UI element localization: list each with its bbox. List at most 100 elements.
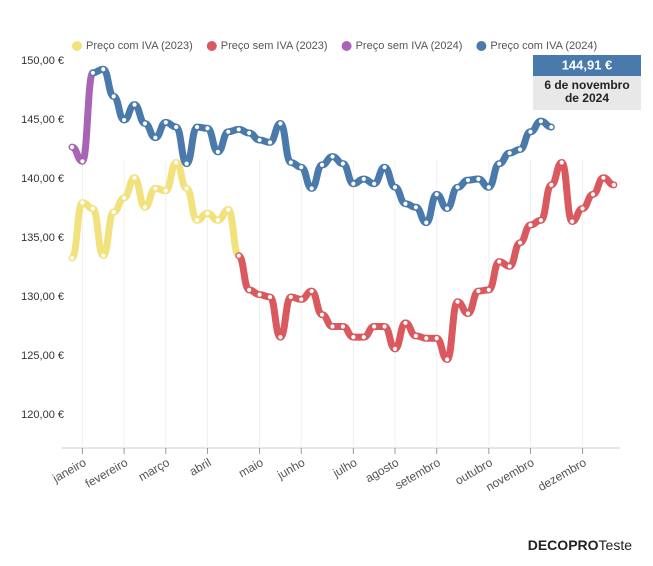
point	[433, 335, 440, 342]
point	[381, 164, 388, 171]
point	[464, 310, 472, 317]
point	[173, 159, 180, 166]
point	[318, 311, 326, 318]
series-line	[89, 65, 555, 227]
point	[277, 333, 284, 341]
point	[79, 158, 86, 165]
point	[141, 204, 149, 211]
point	[266, 293, 274, 301]
point	[589, 191, 597, 198]
x-tick-label: dezembro	[535, 455, 588, 494]
point	[350, 180, 357, 187]
point	[610, 181, 617, 188]
point	[298, 164, 305, 171]
point	[423, 219, 430, 226]
point	[110, 208, 117, 216]
point	[464, 177, 472, 184]
point	[454, 184, 461, 191]
y-tick-label: 150,00 €	[21, 55, 64, 67]
point	[79, 199, 86, 206]
point	[121, 194, 128, 201]
point	[308, 287, 315, 295]
point	[246, 286, 253, 293]
point	[68, 254, 76, 262]
point	[256, 291, 263, 298]
x-tick-label: junho	[274, 455, 308, 482]
tooltip-header	[533, 55, 641, 76]
series-line	[68, 158, 243, 262]
point	[100, 252, 107, 259]
brand-part: PRO	[568, 537, 598, 553]
point	[204, 125, 211, 132]
point	[496, 258, 503, 265]
series-line	[235, 158, 618, 364]
point	[391, 345, 399, 352]
point	[183, 185, 190, 192]
point	[235, 126, 242, 133]
y-tick-label: 140,00 €	[21, 173, 64, 185]
point	[537, 118, 545, 125]
x-tick-label: maio	[236, 455, 266, 480]
point	[350, 333, 357, 341]
point	[360, 175, 367, 183]
point	[110, 93, 117, 100]
point	[193, 123, 201, 131]
point	[423, 335, 430, 342]
point	[162, 119, 169, 126]
point	[454, 298, 461, 305]
y-tick-label: 125,00 €	[21, 350, 64, 362]
point	[339, 160, 347, 167]
brand-part: Teste	[599, 537, 633, 553]
point	[89, 205, 96, 212]
legend-label: Preço com IVA (2023)	[86, 40, 193, 52]
point	[506, 149, 513, 157]
point	[548, 181, 555, 188]
point	[402, 319, 409, 327]
legend-label: Preço sem IVA (2024)	[356, 40, 463, 52]
tooltip-value: 144,91 €	[562, 57, 613, 72]
point	[225, 128, 232, 135]
point	[579, 205, 586, 212]
point	[287, 293, 294, 301]
x-tick-label: abril	[187, 455, 214, 478]
point	[433, 191, 440, 198]
point	[89, 69, 96, 76]
legend-label: Preço sem IVA (2023)	[221, 40, 328, 52]
point	[246, 129, 253, 137]
point	[173, 123, 180, 131]
point	[412, 332, 419, 340]
y-tick-label: 120,00 €	[21, 409, 64, 421]
point	[298, 296, 305, 303]
point	[329, 323, 336, 330]
plot: 120,00 € 125,00 € 130,00 € 135,00 € 140,00 €…	[21, 40, 620, 494]
point	[496, 160, 503, 167]
point	[485, 286, 492, 293]
brand: DECOPROTeste	[528, 537, 632, 553]
point	[277, 120, 284, 127]
legend-dot	[72, 41, 82, 51]
tooltip-body	[533, 76, 641, 110]
point	[225, 206, 232, 213]
point	[381, 323, 388, 330]
point	[391, 184, 399, 191]
point	[214, 148, 221, 155]
point	[100, 66, 107, 73]
point	[329, 153, 336, 160]
point	[475, 287, 482, 295]
point	[204, 210, 211, 217]
point	[193, 217, 201, 224]
point	[516, 146, 524, 153]
point	[121, 116, 128, 124]
point	[527, 128, 534, 135]
legend-label: Preço com IVA (2024)	[490, 40, 597, 52]
point	[266, 139, 274, 146]
point	[141, 120, 149, 127]
point	[183, 160, 190, 167]
point	[256, 136, 263, 144]
point	[235, 252, 242, 259]
point	[162, 187, 169, 194]
tooltip-date: de 2024	[565, 91, 609, 105]
point	[152, 134, 159, 141]
series-line	[68, 69, 97, 165]
